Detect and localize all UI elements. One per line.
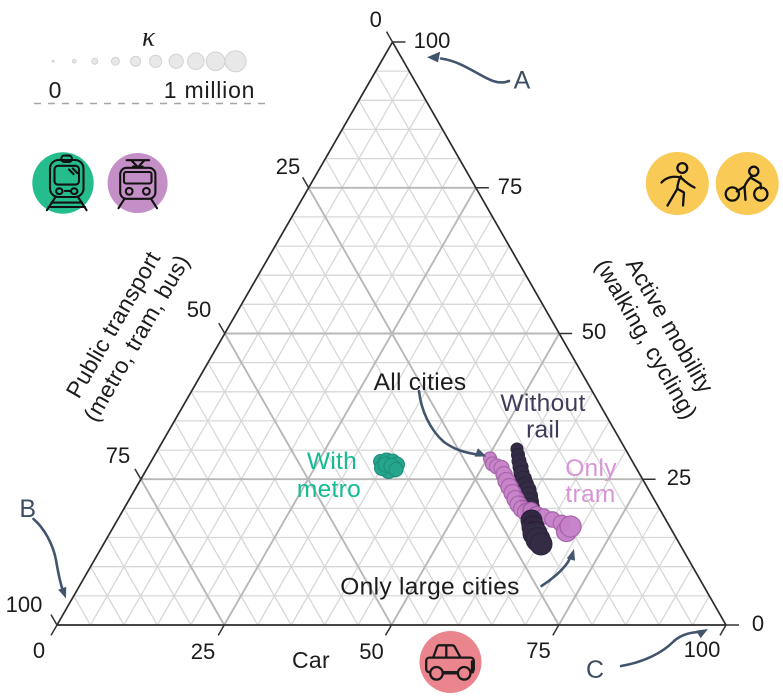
svg-text:75: 75 xyxy=(498,174,522,199)
svg-text:0: 0 xyxy=(752,611,764,636)
svg-text:tram: tram xyxy=(565,481,615,508)
svg-text:50: 50 xyxy=(359,639,383,664)
svg-text:75: 75 xyxy=(526,638,550,663)
svg-text:0: 0 xyxy=(49,77,62,103)
svg-text:C: C xyxy=(586,656,604,684)
svg-text:B: B xyxy=(19,495,36,523)
svg-text:1 million: 1 million xyxy=(164,77,256,103)
svg-text:50: 50 xyxy=(187,297,211,322)
svg-text:0: 0 xyxy=(33,638,45,663)
svg-text:0: 0 xyxy=(370,7,382,32)
svg-text:100: 100 xyxy=(6,592,43,617)
svg-text:metro: metro xyxy=(297,476,361,503)
svg-text:25: 25 xyxy=(276,154,300,179)
svg-text:Without: Without xyxy=(500,390,585,417)
svg-text:Only large cities: Only large cities xyxy=(340,574,519,601)
svg-text:κ: κ xyxy=(142,22,156,52)
svg-text:100: 100 xyxy=(684,637,721,662)
svg-text:100: 100 xyxy=(414,28,451,53)
svg-text:25: 25 xyxy=(191,639,215,664)
svg-text:Only: Only xyxy=(565,455,617,482)
svg-text:rail: rail xyxy=(526,417,560,444)
svg-text:Car: Car xyxy=(292,647,330,673)
svg-text:With: With xyxy=(307,448,357,475)
svg-text:75: 75 xyxy=(106,443,130,468)
svg-text:25: 25 xyxy=(667,465,691,490)
svg-text:A: A xyxy=(514,67,531,95)
svg-text:50: 50 xyxy=(582,319,606,344)
